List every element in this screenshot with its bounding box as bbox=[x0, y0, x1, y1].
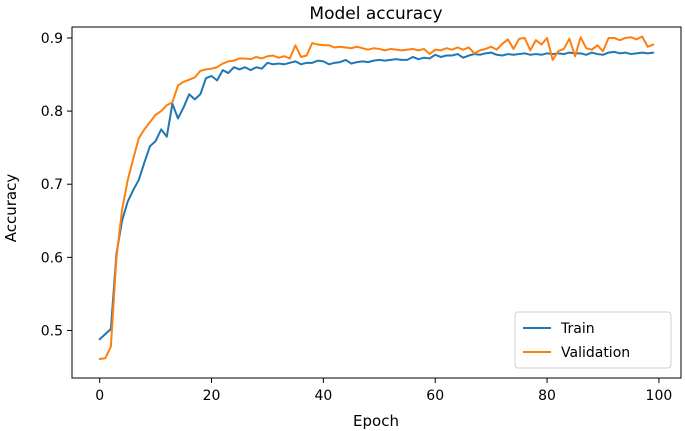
series-line-validation bbox=[98, 35, 655, 360]
legend: Train Validation bbox=[514, 311, 672, 369]
series-line-train bbox=[98, 50, 655, 341]
y-axis-label: Accuracy bbox=[2, 174, 20, 243]
legend-label-validation: Validation bbox=[561, 345, 630, 361]
y-axis-ticks: 0.5 0.6 0.7 0.8 0.9 bbox=[41, 31, 72, 339]
y-tick-label: 0.5 bbox=[41, 323, 63, 339]
x-tick-label: 80 bbox=[538, 388, 556, 404]
legend-box bbox=[514, 311, 672, 369]
x-axis-ticks: 0 20 40 60 80 100 bbox=[95, 378, 672, 404]
chart-title: Model accuracy bbox=[309, 4, 442, 24]
x-tick-label: 20 bbox=[203, 388, 221, 404]
y-tick-label: 0.9 bbox=[41, 31, 63, 47]
y-tick-label: 0.6 bbox=[41, 250, 63, 266]
x-tick-label: 100 bbox=[646, 388, 673, 404]
x-tick-label: 0 bbox=[95, 388, 104, 404]
plot-frame bbox=[71, 26, 682, 379]
y-tick-label: 0.7 bbox=[41, 177, 63, 193]
y-tick-label: 0.8 bbox=[41, 104, 63, 120]
x-axis-label: Epoch bbox=[353, 412, 399, 430]
x-tick-label: 60 bbox=[426, 388, 444, 404]
x-tick-label: 40 bbox=[314, 388, 332, 404]
series-layer bbox=[98, 35, 655, 360]
legend-label-train: Train bbox=[560, 321, 595, 337]
